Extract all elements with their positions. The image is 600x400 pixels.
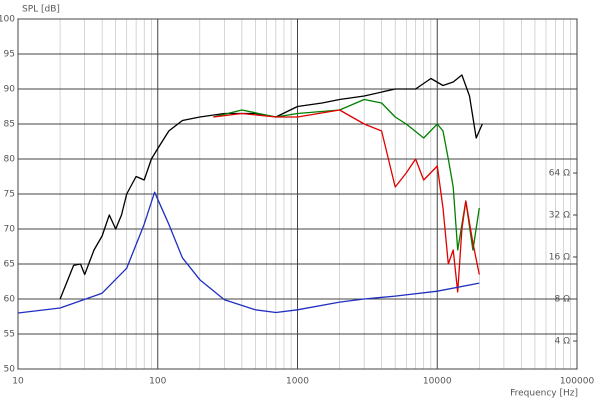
y-tick-label: 65 [4, 260, 15, 270]
y-tick-label: 75 [4, 190, 15, 200]
y-tick-label: 55 [4, 330, 15, 340]
x-tick-label: 100 [149, 377, 166, 387]
x-tick-label: 1000 [286, 377, 309, 387]
x-tick-label: 100000 [560, 377, 595, 387]
y-axis-label: SPL [dB] [22, 5, 60, 15]
y-tick-label: 90 [4, 85, 16, 95]
y2-tick-label: 32 Ω [549, 211, 570, 221]
y2-tick-label: 16 Ω [549, 253, 570, 263]
x-axis-label: Frequency [Hz] [510, 389, 578, 399]
y-tick-label: 60 [4, 295, 16, 305]
y-tick-label: 50 [4, 365, 16, 375]
x-tick-label: 10000 [423, 377, 452, 387]
y2-tick-label: 4 Ω [555, 337, 571, 347]
y-tick-label: 85 [4, 120, 15, 130]
x-tick-label: 10 [12, 377, 24, 387]
series-line [213, 98, 480, 251]
series-line [213, 109, 480, 293]
y2-tick-label: 64 Ω [549, 169, 570, 179]
y-tick-label: 95 [4, 50, 15, 60]
series-line [17, 191, 480, 314]
y2-tick-label: 8 Ω [555, 295, 571, 305]
y-tick-label: 100 [0, 15, 15, 25]
series-line [59, 74, 483, 300]
y-tick-label: 70 [4, 225, 16, 235]
y-tick-label: 80 [4, 155, 16, 165]
